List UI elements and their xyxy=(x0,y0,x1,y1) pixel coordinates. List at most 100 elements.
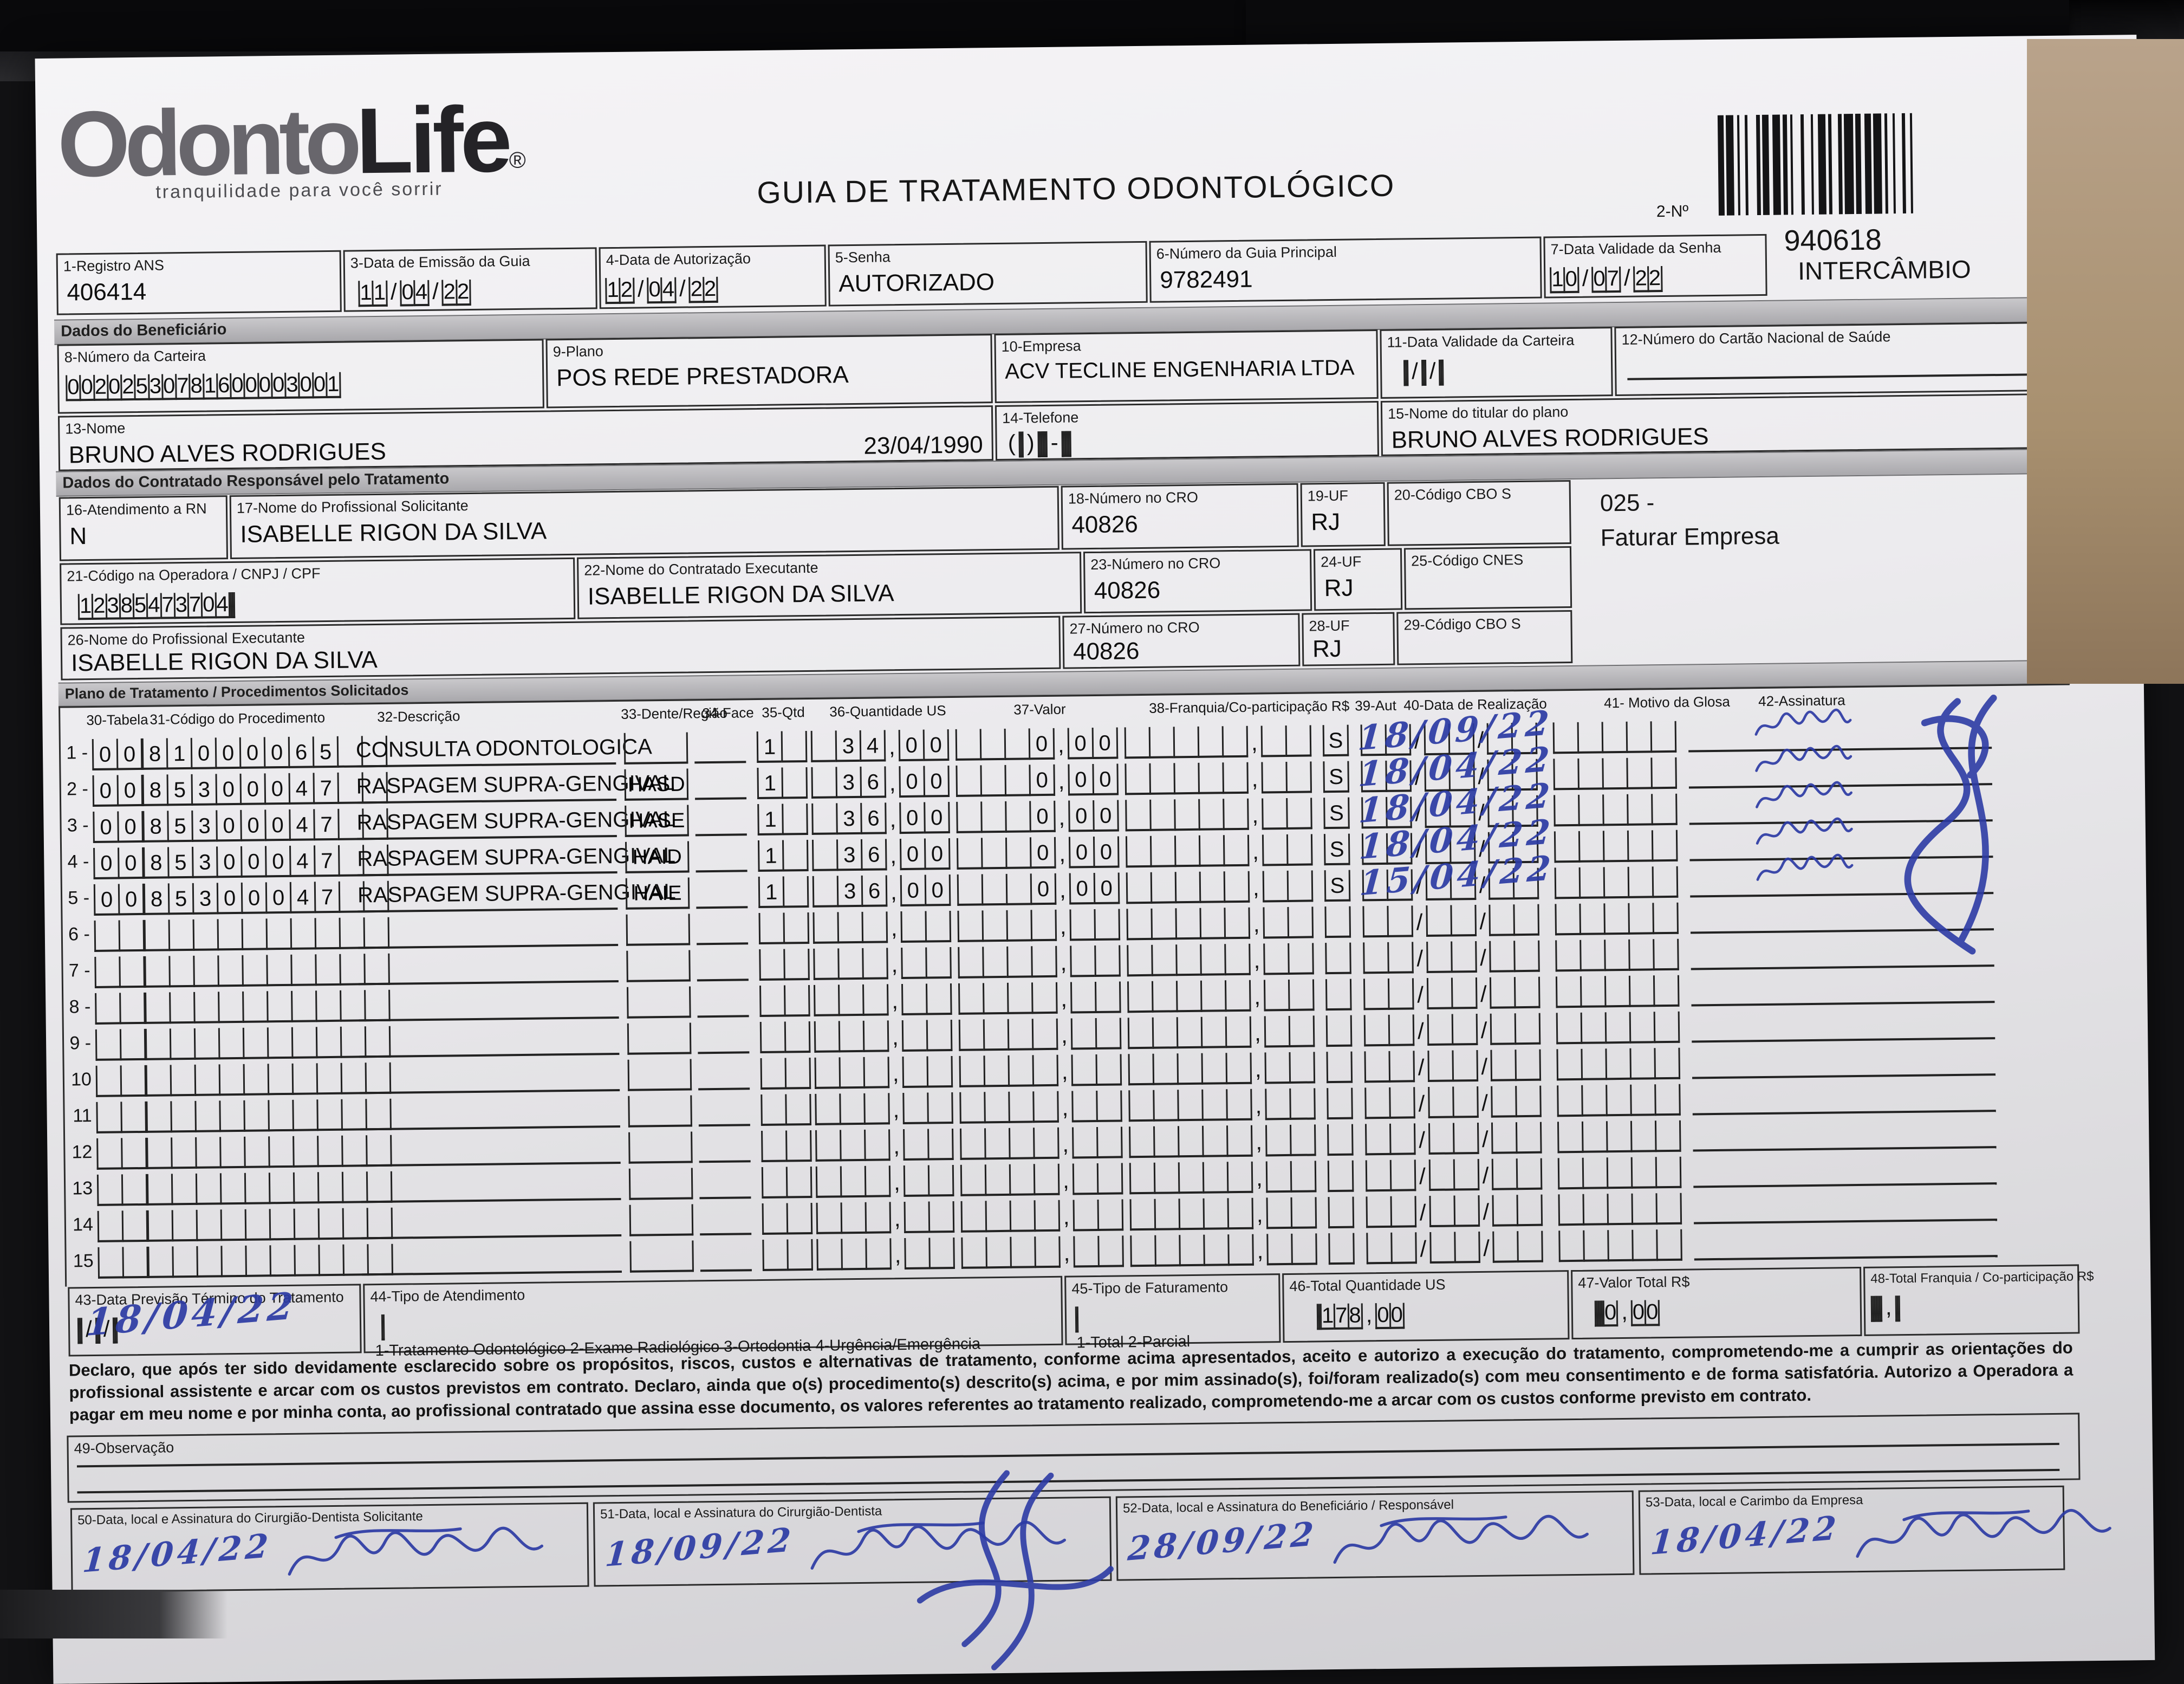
column-header: 41- Motivo da Glosa xyxy=(1604,693,1731,711)
comb-cell xyxy=(1514,1013,1541,1045)
comb-cell xyxy=(1031,982,1058,1014)
comb-cell xyxy=(1009,1200,1035,1232)
comb-cell xyxy=(1628,939,1653,971)
comb-cell xyxy=(1651,793,1678,826)
comb-cell xyxy=(983,1055,1009,1087)
comb-cell: 1 xyxy=(358,281,372,307)
procedure-description: RASPAGEM SUPRA-GENGIVAL xyxy=(357,877,676,913)
comb-cell xyxy=(1094,981,1121,1014)
comb-cell: 6 xyxy=(216,373,230,400)
comb-cell xyxy=(268,1136,293,1168)
comb-cell: 0 xyxy=(116,738,143,770)
row-comb: / / xyxy=(1364,1122,1542,1156)
comb-cell xyxy=(925,983,952,1015)
face-cell xyxy=(696,876,748,909)
comb-cell xyxy=(194,1100,220,1132)
comb-separator: , xyxy=(1366,1301,1373,1327)
comb-separator: / xyxy=(637,276,644,302)
comb-cell: 5 xyxy=(167,810,192,843)
comb-cell xyxy=(1152,1017,1177,1049)
comb-cell: 0 xyxy=(899,802,924,834)
comb-cell: 3 xyxy=(284,372,298,399)
signature-line xyxy=(1693,1152,1997,1188)
field-label: 24-UF xyxy=(1321,553,1362,571)
comb-cell: 1 xyxy=(756,731,782,763)
procedure-description xyxy=(358,949,619,986)
comb-cell xyxy=(316,1099,341,1131)
face-cell xyxy=(699,1130,751,1163)
comb-cell: 0 xyxy=(311,372,326,399)
comb-cell xyxy=(958,1019,984,1051)
row-comb: , xyxy=(1129,1124,1316,1158)
field-data-autorizacao: 4-Data de Autorização 12/04/22 xyxy=(599,244,827,309)
row-comb: / / xyxy=(1365,1158,1543,1192)
tooth-region xyxy=(628,1095,692,1128)
row-comb: , xyxy=(815,1092,953,1125)
row-comb: , xyxy=(959,1090,1122,1124)
face-cell xyxy=(697,948,749,982)
procedure-description xyxy=(360,1131,621,1167)
tooth-region xyxy=(629,1204,694,1236)
billing-code-note: 025 - Faturar Empresa xyxy=(1600,484,1780,555)
comb-cell xyxy=(1607,1193,1632,1226)
face-cell xyxy=(698,1057,750,1091)
comb-cell xyxy=(861,911,888,943)
signature-box-beneficiario: 52-Data, local e Assinatura do Beneficiá… xyxy=(1115,1490,1635,1581)
comb-cell xyxy=(902,1092,927,1125)
comb-separator: / xyxy=(1483,1235,1490,1261)
comb-cell xyxy=(758,912,784,945)
comb-cell xyxy=(1627,830,1652,862)
comb-cell: 2 xyxy=(1647,266,1663,293)
face-cell xyxy=(696,912,749,945)
field-label: 1-Registro ANS xyxy=(63,257,165,275)
comb-cell xyxy=(196,1246,222,1278)
comb-cell xyxy=(1127,1017,1153,1050)
comb-cell xyxy=(1656,1229,1682,1261)
comb-separator: , xyxy=(890,879,897,905)
comb-cell xyxy=(782,839,809,872)
comb-cell: 7 xyxy=(175,373,189,400)
comb-cell xyxy=(1266,1197,1291,1229)
row-number: 5 - xyxy=(68,888,90,909)
comb-cell xyxy=(1632,1229,1656,1261)
comb-separator: , xyxy=(1253,947,1260,973)
comb-separator: / xyxy=(1418,1091,1425,1117)
field-plano: 9-Plano POS REDE PRESTADORA xyxy=(545,334,993,409)
row-comb xyxy=(1554,866,1679,899)
comb-cell xyxy=(1289,1088,1316,1120)
row-number: 8 - xyxy=(69,996,91,1018)
comb-cell xyxy=(195,1173,220,1205)
field-value: 40826 xyxy=(1071,511,1139,539)
comb-cell xyxy=(1175,908,1200,940)
comb-cell xyxy=(1390,1196,1417,1228)
comb-cell xyxy=(1154,1235,1179,1267)
comb-cell xyxy=(1125,835,1150,868)
field-telefone: 14-Telefone () - xyxy=(994,400,1379,461)
comb-separator: , xyxy=(1058,804,1065,830)
row-comb xyxy=(147,1207,393,1242)
comb-cell: 1 xyxy=(757,840,783,872)
comb-cell xyxy=(1582,1194,1608,1226)
comb-cell: 7 xyxy=(1605,266,1621,293)
comb-cell xyxy=(1097,1199,1123,1231)
comb-cell xyxy=(1555,976,1581,1008)
row-comb xyxy=(145,1026,391,1060)
row-number: 11 xyxy=(73,1105,92,1126)
procedure-description: RASPAGEM SUPRA-GENGIVAL xyxy=(356,840,675,877)
comb-cell xyxy=(1578,794,1603,826)
comb-cell xyxy=(1203,1234,1228,1266)
comb-cell xyxy=(840,1129,864,1162)
comb-cell xyxy=(900,947,926,980)
comb-cell xyxy=(759,985,784,1018)
signature-flourish-icon xyxy=(1904,695,1997,955)
face-cell xyxy=(699,1202,752,1236)
comb-cell: 7 xyxy=(313,772,338,805)
table-row: 5 -0 0 8 5 3 0 0 0 4 7 RASPAGEM SUPRA-GENGIVAL HAIE… xyxy=(62,847,2067,916)
comb-cell: 6 xyxy=(860,766,887,798)
table-row: 4 -0 0 8 5 3 0 0 0 4 7 RASPAGEM SUPRA-GENGIVAL HAID… xyxy=(62,811,2066,880)
comb-cell xyxy=(171,1137,196,1169)
comb-cell xyxy=(217,955,242,987)
procedure-description xyxy=(360,1167,621,1203)
